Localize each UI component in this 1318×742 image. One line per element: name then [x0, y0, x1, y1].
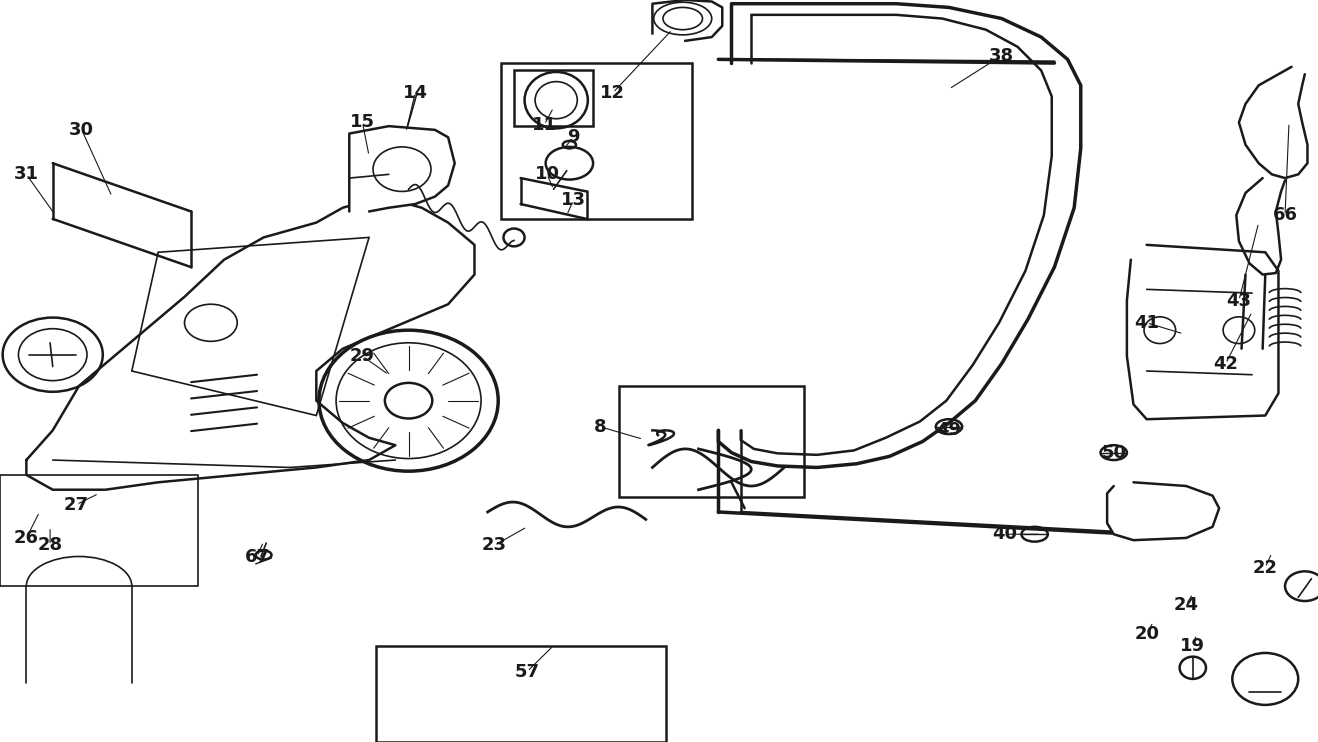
Polygon shape: [652, 0, 722, 41]
Text: 19: 19: [1181, 637, 1205, 654]
Text: 22: 22: [1253, 559, 1277, 577]
Text: 43: 43: [1227, 292, 1251, 309]
Text: 11: 11: [532, 116, 556, 134]
Text: 67: 67: [245, 548, 269, 565]
Text: 41: 41: [1135, 314, 1159, 332]
Text: 13: 13: [561, 191, 585, 209]
Text: 26: 26: [14, 529, 38, 547]
Polygon shape: [349, 126, 455, 211]
Polygon shape: [1239, 67, 1307, 178]
Text: 14: 14: [403, 84, 427, 102]
Polygon shape: [1107, 482, 1219, 540]
Text: 20: 20: [1135, 626, 1159, 643]
Text: 38: 38: [988, 47, 1015, 65]
Text: 40: 40: [992, 525, 1016, 543]
Text: 57: 57: [515, 663, 539, 680]
Text: 12: 12: [601, 84, 625, 102]
Polygon shape: [1236, 178, 1285, 275]
Text: 29: 29: [351, 347, 374, 365]
Text: 28: 28: [37, 536, 63, 554]
Text: 42: 42: [1214, 355, 1238, 372]
Bar: [376, 646, 666, 742]
Text: 27: 27: [65, 496, 88, 513]
Text: 49: 49: [937, 421, 961, 439]
Text: 9: 9: [567, 128, 580, 146]
Polygon shape: [26, 200, 474, 490]
Bar: [514, 70, 593, 126]
Text: 31: 31: [14, 165, 38, 183]
Text: 8: 8: [593, 418, 606, 436]
Text: 15: 15: [351, 114, 374, 131]
Text: 23: 23: [482, 536, 506, 554]
Text: 50: 50: [1102, 444, 1126, 462]
Text: 10: 10: [535, 165, 559, 183]
Polygon shape: [1127, 245, 1278, 419]
Text: 30: 30: [70, 121, 94, 139]
Text: 66: 66: [1273, 206, 1297, 224]
Bar: [619, 386, 804, 497]
Bar: [501, 63, 692, 219]
Text: 24: 24: [1174, 596, 1198, 614]
